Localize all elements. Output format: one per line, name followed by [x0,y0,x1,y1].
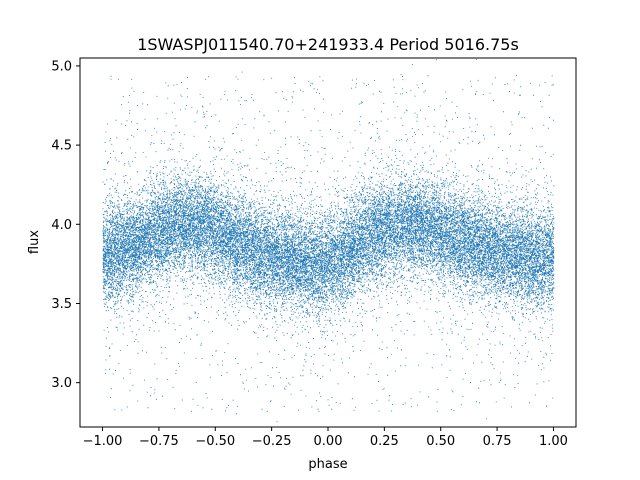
y-tick-label: 5.0 [51,59,72,74]
x-tick-label: −1.00 [83,434,123,449]
x-axis: −1.00 −0.75 −0.50 −0.25 0.00 0.25 0.50 0.75 1.00 [83,427,568,449]
y-axis: 3.0 3.5 4.0 4.5 5.0 [51,59,80,391]
y-tick-label: 4.5 [51,139,72,154]
chart-title: 1SWASPJ011540.70+241933.4 Period 5016.75… [137,35,519,54]
x-tick-label: 0.00 [314,434,343,449]
y-tick-label: 4.0 [51,218,72,233]
x-axis-label: phase [308,457,347,472]
x-tick-label: 0.50 [426,434,455,449]
x-tick-label: −0.25 [252,434,292,449]
y-tick-label: 3.0 [51,376,72,391]
y-axis-label: flux [27,230,42,254]
x-tick-label: 0.75 [483,434,512,449]
y-tick-label: 3.5 [51,297,72,312]
x-tick-label: −0.50 [195,434,235,449]
x-tick-label: −0.75 [139,434,179,449]
x-tick-label: 1.00 [539,434,568,449]
x-tick-label: 0.25 [370,434,399,449]
